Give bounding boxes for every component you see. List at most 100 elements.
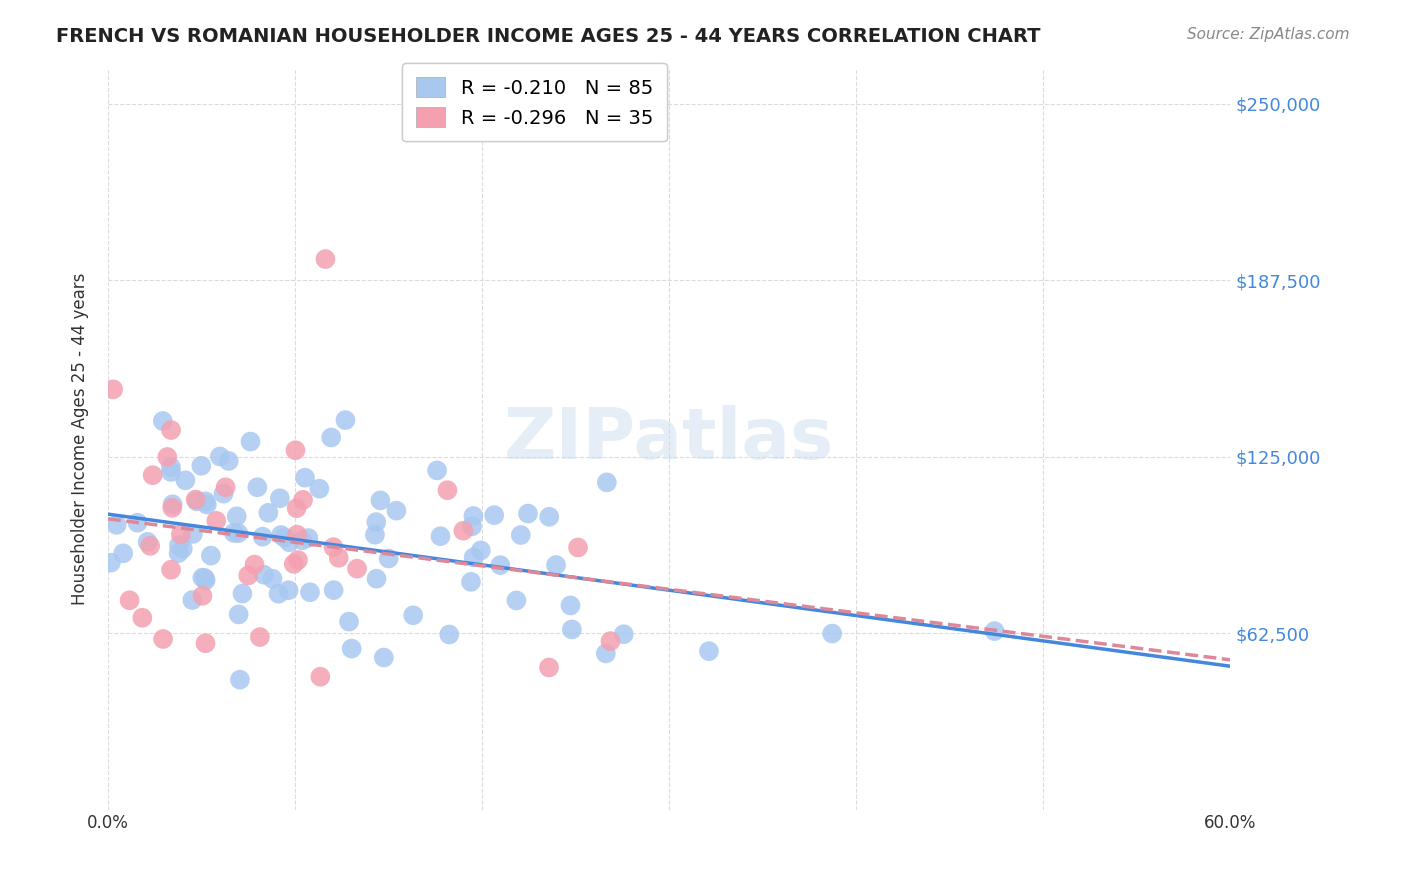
Point — [253, 567, 276, 582]
Point — [366, 572, 388, 586]
Point — [239, 434, 262, 449]
Point — [340, 641, 363, 656]
Point — [285, 527, 308, 541]
Point — [225, 509, 247, 524]
Point — [170, 527, 193, 541]
Point — [238, 568, 260, 582]
Point — [697, 644, 720, 658]
Point — [194, 494, 217, 508]
Point — [561, 623, 583, 637]
Point — [314, 252, 336, 266]
Point — [195, 498, 218, 512]
Point — [463, 508, 485, 523]
Point — [321, 430, 343, 444]
Point — [505, 593, 527, 607]
Point — [101, 382, 124, 396]
Point — [278, 535, 301, 549]
Point — [484, 508, 506, 523]
Point — [453, 524, 475, 538]
Point — [439, 627, 461, 641]
Point — [262, 572, 284, 586]
Text: ZIPatlas: ZIPatlas — [505, 405, 834, 474]
Point — [160, 423, 183, 437]
Point — [560, 599, 582, 613]
Point — [112, 546, 135, 560]
Point — [194, 573, 217, 587]
Point — [162, 497, 184, 511]
Point — [328, 550, 350, 565]
Point — [162, 500, 184, 515]
Point — [167, 538, 190, 552]
Point — [346, 562, 368, 576]
Point — [191, 589, 214, 603]
Point — [470, 543, 492, 558]
Point — [246, 480, 269, 494]
Point — [222, 525, 245, 540]
Point — [538, 509, 561, 524]
Point — [461, 519, 484, 533]
Point — [273, 531, 295, 545]
Point — [429, 529, 451, 543]
Point — [252, 530, 274, 544]
Point — [283, 557, 305, 571]
Point — [287, 553, 309, 567]
Point — [186, 494, 208, 508]
Point — [385, 503, 408, 517]
Point — [364, 527, 387, 541]
Point — [152, 632, 174, 646]
Point — [142, 468, 165, 483]
Point — [298, 585, 321, 599]
Point — [291, 533, 314, 548]
Point — [229, 673, 252, 687]
Point — [214, 480, 236, 494]
Point — [131, 611, 153, 625]
Point — [243, 558, 266, 572]
Point — [983, 624, 1005, 639]
Point — [613, 627, 636, 641]
Point — [160, 563, 183, 577]
Point — [105, 517, 128, 532]
Point — [517, 507, 540, 521]
Point — [284, 443, 307, 458]
Point — [599, 634, 621, 648]
Text: Source: ZipAtlas.com: Source: ZipAtlas.com — [1187, 27, 1350, 42]
Point — [426, 463, 449, 477]
Point — [294, 471, 316, 485]
Point — [218, 454, 240, 468]
Point — [463, 550, 485, 565]
Point — [152, 414, 174, 428]
Point — [205, 514, 228, 528]
Text: FRENCH VS ROMANIAN HOUSEHOLDER INCOME AGES 25 - 44 YEARS CORRELATION CHART: FRENCH VS ROMANIAN HOUSEHOLDER INCOME AG… — [56, 27, 1040, 45]
Point — [167, 546, 190, 560]
Point — [181, 527, 204, 541]
Point — [322, 540, 344, 554]
Point — [370, 493, 392, 508]
Point — [269, 491, 291, 506]
Point — [366, 515, 388, 529]
Point — [285, 501, 308, 516]
Point — [191, 571, 214, 585]
Point — [595, 647, 617, 661]
Point — [184, 492, 207, 507]
Point — [596, 475, 619, 490]
Point — [212, 486, 235, 500]
Point — [194, 571, 217, 585]
Point — [190, 458, 212, 473]
Point — [160, 460, 183, 475]
Y-axis label: Householder Income Ages 25 - 44 years: Householder Income Ages 25 - 44 years — [72, 273, 89, 605]
Point — [226, 526, 249, 541]
Point — [127, 516, 149, 530]
Point — [509, 528, 531, 542]
Point — [208, 450, 231, 464]
Point — [377, 551, 399, 566]
Point — [156, 450, 179, 464]
Point — [567, 541, 589, 555]
Point — [489, 558, 512, 573]
Point — [267, 587, 290, 601]
Point — [136, 534, 159, 549]
Point — [228, 607, 250, 622]
Point — [194, 636, 217, 650]
Point — [200, 549, 222, 563]
Point — [337, 615, 360, 629]
Point — [100, 556, 122, 570]
